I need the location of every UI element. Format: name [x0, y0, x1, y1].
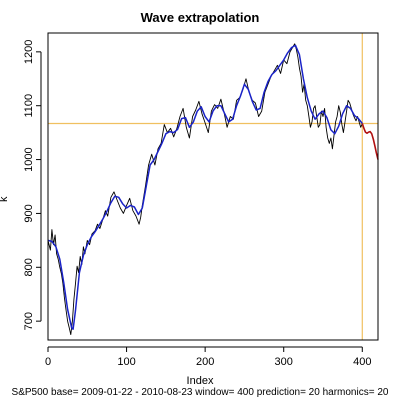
x-tick-label: 0 [45, 356, 51, 368]
x-axis-label: Index [186, 375, 214, 387]
x-tick-label: 100 [117, 356, 135, 368]
y-tick-label: 1200 [23, 40, 35, 64]
x-tick-label: 300 [275, 356, 293, 368]
series-lines [47, 43, 379, 336]
actual-series-line [47, 43, 363, 336]
plot-frame [47, 32, 379, 341]
x-tick-label: 200 [196, 356, 214, 368]
y-tick-label: 800 [23, 258, 35, 276]
reference-lines [48, 33, 378, 340]
chart-subtitle: S&P500 base= 2009-01-22 - 2010-08-23 win… [11, 387, 389, 398]
chart-title: Wave extrapolation [140, 10, 260, 25]
y-tick-label: 900 [23, 204, 35, 222]
fitted-series-line [47, 44, 363, 330]
y-tick-label: 1100 [23, 94, 35, 118]
y-axis: 700 800 900 1000 1100 1200 [23, 40, 42, 330]
y-tick-label: 700 [23, 312, 35, 330]
x-axis: 0 100 200 300 400 [45, 346, 371, 368]
prediction-series-line [361, 123, 379, 160]
y-tick-label: 1000 [23, 147, 35, 171]
y-axis-label: k [0, 197, 10, 203]
x-tick-label: 400 [353, 356, 371, 368]
